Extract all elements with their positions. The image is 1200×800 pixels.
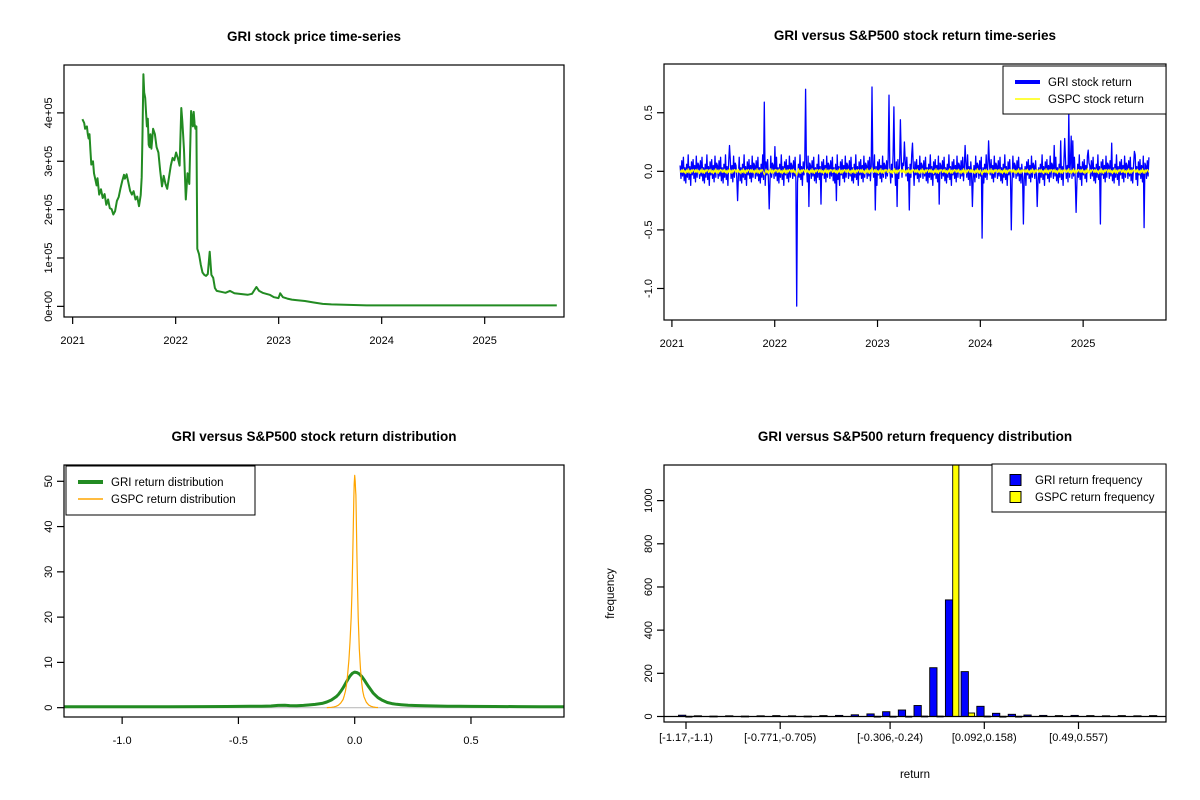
y-tick-label: 40 [43,520,55,532]
chart-title-frequency: GRI versus S&P500 return frequency distr… [758,429,1072,444]
y-tick-label: -1.0 [643,279,655,298]
plot-box [663,63,1167,321]
bar [952,465,960,717]
series-gri-frequency [678,599,1158,718]
legend-label: GSPC stock return [1048,94,1144,106]
legend-label: GRI return frequency [1035,475,1143,487]
x-axis-label: return [900,769,930,781]
bar [897,709,907,717]
x-tick-label: [-0.306,-0.24) [857,732,923,744]
x-tick-label: 2023 [266,335,290,347]
y-tick-label: 800 [643,535,655,553]
y-tick-label: 50 [43,475,55,487]
legend-swatch-box [1009,474,1022,486]
x-tick-label: [0.092,0.158) [952,732,1017,744]
series-gspc-density [326,474,379,709]
legend-box [1002,65,1167,115]
x-tick-label: [-1.17,-1.1) [659,732,713,744]
legend-box [65,465,256,516]
legend-label: GRI return distribution [111,477,224,489]
x-tick-label: [0.49,0.557) [1049,732,1108,744]
y-tick-label: -0.5 [643,220,655,239]
plot-area-returns [679,86,1150,307]
y-tick-label: 0.5 [643,105,655,120]
y-tick-label: 600 [643,578,655,596]
plot-area-distribution [64,474,564,709]
chart-title-distribution: GRI versus S&P500 stock return distribut… [171,429,456,444]
legend-frequency: GRI return frequency GSPC return frequenc… [991,463,1167,513]
panel-returns: GRI versus S&P500 stock return time-seri… [643,28,1167,350]
bar [960,671,969,717]
x-tick-label: -0.5 [229,735,248,747]
y-tick-label: 1000 [643,488,655,512]
x-tick-label: 2024 [369,335,393,347]
y-tick-label: 1e+05 [43,243,55,274]
x-tick-label: 2022 [762,338,786,350]
y-tick-label: 0.0 [643,164,655,179]
x-tick-label: 2025 [472,335,496,347]
x-tick-label: 2021 [660,338,684,350]
chart-title-returns: GRI versus S&P500 stock return time-seri… [774,28,1056,43]
series-gri-return [679,86,1150,307]
bar [944,599,954,717]
y-tick-label: 30 [43,566,55,578]
x-tick-label: 0.0 [347,735,362,747]
x-tick-label: -1.0 [113,735,132,747]
panel-distribution: GRI versus S&P500 stock return distribut… [43,429,565,747]
x-tick-label: 0.5 [463,735,478,747]
y-tick-label: 4e+05 [43,97,55,128]
bar [976,705,985,717]
legend-label: GSPC return frequency [1035,492,1155,504]
plot-box [63,64,565,318]
panel-frequency: GRI versus S&P500 return frequency distr… [605,429,1167,781]
legend-returns: GRI stock return GSPC stock return [1002,65,1167,115]
x-tick-label: 2024 [968,338,992,350]
y-tick-label: 20 [43,611,55,623]
x-tick-label: 2021 [60,335,84,347]
x-tick-label: 2025 [1071,338,1095,350]
y-tick-label: 2e+05 [43,194,55,225]
series-gri-density [64,670,564,709]
y-tick-label: 3e+05 [43,146,55,177]
x-tick-label: 2022 [163,335,187,347]
y-tick-label: 200 [643,664,655,682]
x-tick-label: 2023 [865,338,889,350]
series-gspc-return [679,167,1150,176]
y-tick-label: 400 [643,621,655,639]
panel-price: GRI stock price time-series 2021 2022 2023 2… [43,29,565,347]
legend-swatch-box [1009,491,1022,503]
series-gspc-frequency [685,465,1023,718]
series-gri-price [81,73,557,307]
y-axis-label: frequency [605,568,617,619]
x-tick-label: [-0.771,-0.705) [744,732,816,744]
plot-box [663,464,1167,723]
legend-distribution: GRI return distribution GSPC return distr… [65,465,256,516]
y-tick-label: 0 [43,705,55,711]
bar [882,711,891,717]
y-tick-label: 0 [643,713,655,719]
y-tick-label: 10 [43,656,55,668]
chart-title-price: GRI stock price time-series [227,29,401,44]
bar [913,705,922,717]
plot-box [63,464,565,718]
legend-label: GRI stock return [1048,77,1132,89]
legend-box [991,463,1167,513]
legend-label: GSPC return distribution [111,494,236,506]
bar [929,667,938,717]
plot-area-price [81,73,557,307]
y-tick-label: 0e+00 [43,291,55,322]
